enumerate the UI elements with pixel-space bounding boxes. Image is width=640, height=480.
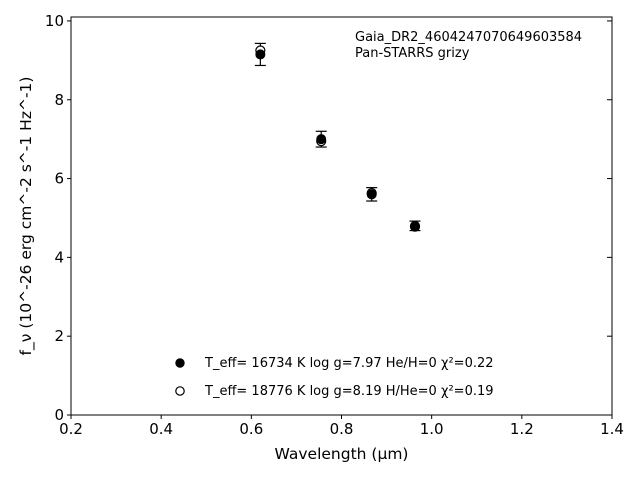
x-tick-label: 0.6 [239, 420, 263, 438]
x-tick-label: 1.4 [600, 420, 624, 438]
x-tick-label: 1.2 [510, 420, 534, 438]
y-tick-label: 4 [54, 248, 64, 266]
y-tick-label: 0 [54, 406, 64, 424]
y-tick-label: 8 [54, 91, 64, 109]
legend: T_eff= 16734 K log g=7.97 He/H=0 χ²=0.22… [175, 356, 494, 399]
star-id-annotation: Gaia_DR2_4604247070649603584 [355, 30, 582, 45]
y-tick-label: 6 [54, 170, 64, 188]
legend-label-2: T_eff= 18776 K log g=8.19 H/He=0 χ²=0.19 [204, 384, 494, 399]
observed-point [366, 189, 377, 200]
ticks-layer: 0.2 0.4 0.6 0.8 1.0 1.2 1.4 0 2 4 6 8 10 [45, 12, 624, 438]
x-tick-label: 0.4 [149, 420, 173, 438]
y-tick-label: 2 [54, 327, 64, 345]
legend-marker-open [175, 386, 185, 396]
survey-annotation: Pan-STARRS grizy [355, 46, 470, 61]
observed-point [316, 134, 327, 145]
data-layer [254, 42, 421, 232]
x-tick-label: 0.8 [330, 420, 354, 438]
legend-label-1: T_eff= 16734 K log g=7.97 He/H=0 χ²=0.22 [204, 356, 494, 371]
legend-marker-filled [175, 358, 185, 368]
x-tick-label: 0.2 [59, 420, 83, 438]
observed-point [255, 49, 266, 60]
y-tick-label: 10 [45, 12, 64, 30]
plot-frame [70, 16, 613, 416]
observed-point [409, 220, 420, 231]
x-tick-label: 1.0 [420, 420, 444, 438]
x-axis-title: Wavelength (μm) [275, 445, 409, 463]
y-axis-title: f_ν (10^-26 erg cm^-2 s^-1 Hz^-1) [17, 77, 36, 356]
